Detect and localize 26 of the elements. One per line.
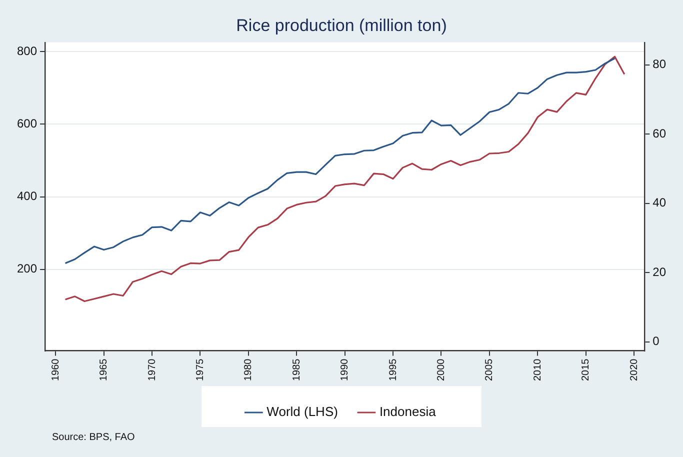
y-tick-label: 800 <box>16 44 38 58</box>
y2-tick-label: 20 <box>652 264 666 279</box>
x-tick-label: 1980 <box>243 358 254 382</box>
chart-title: Rice production (million ton) <box>236 16 447 35</box>
x-tick-label: 2005 <box>484 358 496 382</box>
x-tick-label: 1960 <box>50 358 62 382</box>
legend-label: World (LHS) <box>266 404 338 420</box>
x-tick-label: 1995 <box>388 358 399 382</box>
x-tick-label: 1990 <box>340 358 351 382</box>
x-tick-label: 2000 <box>436 358 447 382</box>
x-tick-label: 1985 <box>291 358 302 382</box>
y-tick-label: 200 <box>16 262 38 276</box>
y2-tick-label: 80 <box>652 57 666 72</box>
y2-tick-label: 40 <box>652 196 666 210</box>
x-tick-label: 2020 <box>628 358 640 382</box>
legend-label: Indonesia <box>379 404 437 420</box>
x-tick-label: 2010 <box>532 358 544 382</box>
x-tick-label: 1970 <box>146 358 158 382</box>
source-note: Source: BPS, FAO <box>52 432 136 443</box>
y-tick-label: 600 <box>16 116 38 130</box>
y2-tick-label: 0 <box>652 334 660 348</box>
y-tick-label: 400 <box>16 189 38 204</box>
y2-tick-label: 60 <box>652 126 666 140</box>
x-tick-label: 1965 <box>98 358 110 382</box>
x-tick-label: 2015 <box>580 358 592 382</box>
x-tick-label: 1975 <box>194 358 206 382</box>
